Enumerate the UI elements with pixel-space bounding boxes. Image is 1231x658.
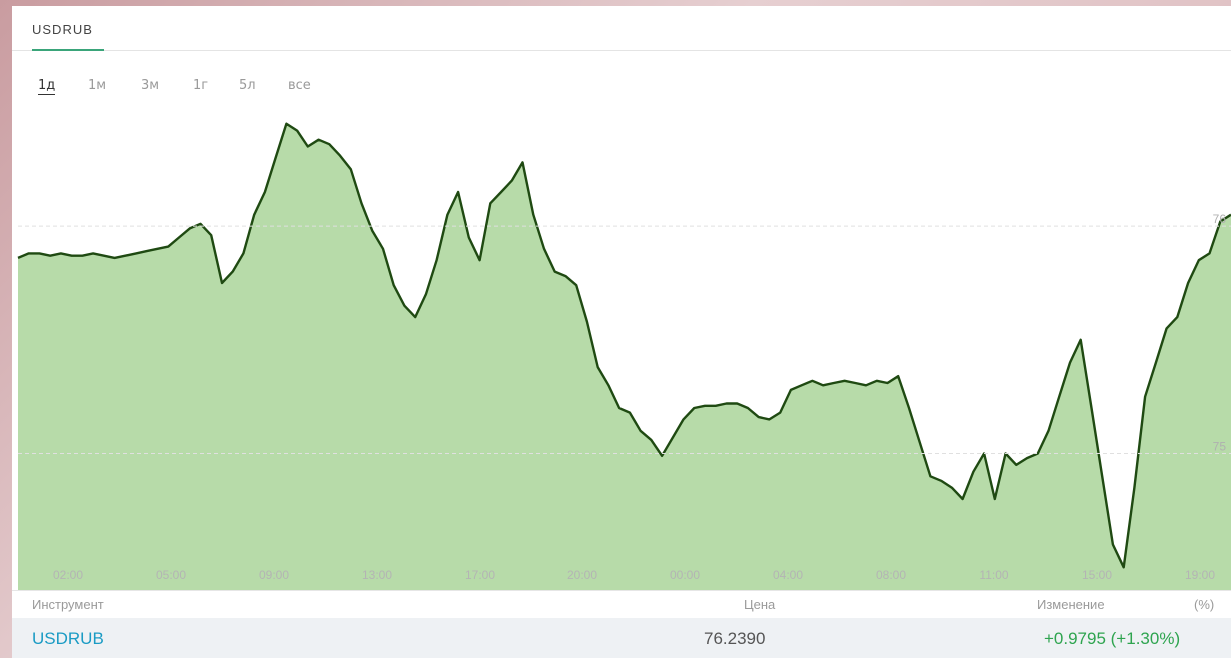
col-change-header: Изменение [1037,597,1105,612]
x-tick-label: 05:00 [156,568,186,582]
table-header: Инструмент Цена Изменение (%) [12,590,1231,618]
price-value: 76.2390 [704,629,766,648]
period-1м[interactable]: 1м [88,78,107,93]
x-tick-label: 02:00 [53,568,83,582]
x-tick-label: 15:00 [1082,568,1112,582]
period-1г[interactable]: 1г [193,78,209,93]
x-tick-label: 04:00 [773,568,803,582]
tab-usdrub[interactable]: USDRUB [32,6,104,51]
x-tick-label: 11:00 [979,568,1008,582]
y-tick-label: 75 [1213,440,1227,454]
period-5л[interactable]: 5л [239,78,256,93]
instrument-link[interactable]: USDRUB [32,629,104,648]
period-1д[interactable]: 1д [38,78,56,95]
x-tick-label: 00:00 [670,568,700,582]
x-tick-label: 09:00 [259,568,289,582]
x-tick-label: 19:00 [1185,568,1215,582]
col-price-header: Цена [744,597,776,612]
x-tick-label: 13:00 [362,568,392,582]
price-area [18,123,1231,590]
x-tick-label: 17:00 [465,568,495,582]
col-pct-header: (%) [1194,597,1215,612]
quote-widget: USDRUB 1д 1м 3м 1г 5л все 75 76 02:00 05:00 09:00… [12,6,1231,658]
price-line [17,122,1231,569]
change-value: +0.9795 (+1.30%) [1044,629,1181,648]
x-tick-label: 20:00 [567,568,597,582]
period-все[interactable]: все [288,78,311,93]
instrument-tabbar: USDRUB [12,6,1231,51]
col-instrument-header: Инструмент [32,597,104,612]
x-tick-label: 08:00 [876,568,906,582]
price-chart: 75 76 02:00 05:00 09:00 13:00 17:00 20:00 00:00 0… [12,6,1231,590]
y-tick-label: 76 [1213,212,1227,226]
period-3м[interactable]: 3м [141,78,160,93]
table-row[interactable]: USDRUB 76.2390 +0.9795 (+1.30%) [12,618,1231,658]
